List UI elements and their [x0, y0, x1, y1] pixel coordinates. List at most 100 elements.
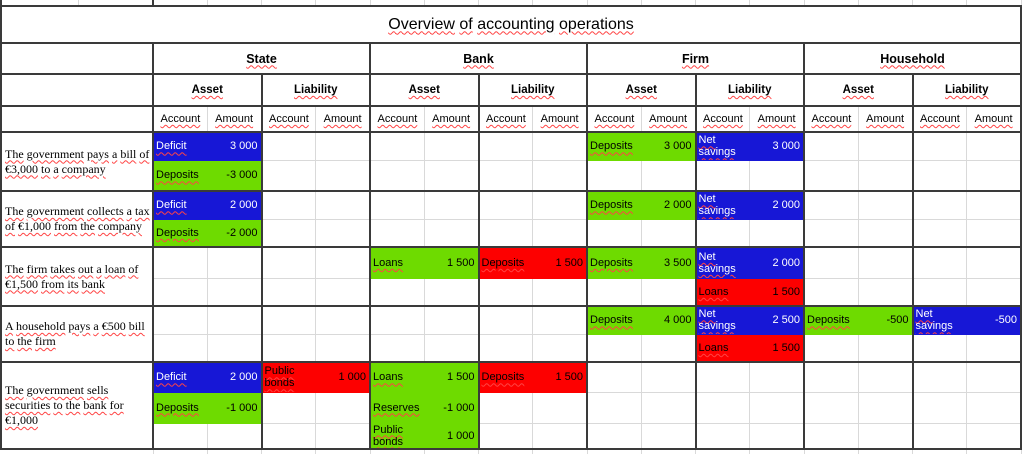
op5-bank-asset-entry: Reserves -1 000 — [369, 392, 479, 424]
op2-state-asset-entry: Deposits -2 000 — [152, 219, 262, 248]
account-label: Net savings — [698, 308, 736, 333]
empty-cell — [368, 191, 425, 220]
empty-cell — [802, 219, 859, 248]
amount-value: -1 000 — [443, 401, 475, 414]
empty-cell — [966, 362, 1023, 393]
empty-cell — [858, 219, 914, 248]
empty-cell — [641, 392, 697, 424]
empty-cell — [802, 278, 859, 307]
empty-cell — [694, 160, 751, 192]
account-label: Deposits — [590, 199, 633, 212]
empty-cell — [532, 132, 588, 161]
empty-cell — [911, 191, 968, 220]
amount-value: 2 000 — [772, 199, 800, 212]
grid-cell — [424, 0, 480, 6]
empty-cell — [368, 219, 425, 248]
amount-header: Amount — [532, 106, 588, 133]
empty-cell — [532, 306, 588, 335]
empty-cell — [966, 132, 1023, 161]
account-label: Deposits — [156, 226, 199, 239]
grid-cell — [478, 448, 534, 454]
empty-cell — [315, 423, 371, 450]
account-label: Loans — [698, 341, 729, 354]
empty-cell — [477, 306, 534, 335]
op4-household-liability-entry: Net savings -500 — [911, 306, 1022, 335]
grid-cell — [749, 0, 805, 6]
empty-cell — [858, 278, 914, 307]
amount-value: 2 000 — [229, 371, 258, 384]
op1-state-asset-entry: Deposits -3 000 — [152, 160, 262, 192]
empty-cell — [911, 247, 968, 279]
empty-cell — [477, 423, 534, 450]
empty-cell — [911, 423, 968, 450]
empty-cell — [858, 191, 914, 220]
liability-header: Liability — [694, 74, 805, 107]
op1-state-asset-entry: Deficit 3 000 — [152, 132, 262, 161]
group-header-state: State — [152, 43, 371, 75]
empty-cell — [260, 132, 317, 161]
amount-header: Amount — [206, 106, 263, 133]
corner-cell — [0, 106, 154, 133]
amount-value: -500 — [886, 314, 909, 327]
op3-firm-liability-entry: Loans 1 500 — [694, 278, 805, 307]
empty-cell — [911, 278, 968, 307]
empty-cell — [966, 191, 1023, 220]
op3-description: The firm takes out a loan of €1,500 from… — [0, 247, 154, 307]
empty-cell — [966, 423, 1023, 450]
grid-cell — [804, 0, 859, 6]
account-label: Deposits — [481, 371, 525, 384]
empty-cell — [911, 160, 968, 192]
amount-value: 3 500 — [663, 256, 692, 269]
empty-cell — [260, 423, 317, 450]
amount-header: Amount — [857, 106, 914, 133]
empty-cell — [315, 247, 371, 279]
empty-cell — [424, 132, 480, 161]
empty-cell — [911, 362, 968, 393]
grid-sliver-bottom — [1, 448, 1022, 454]
amount-value: 2 000 — [229, 199, 258, 212]
empty-cell — [802, 423, 859, 450]
empty-cell — [260, 247, 317, 279]
amount-value: 2 500 — [772, 314, 800, 327]
grid-cell — [207, 448, 263, 454]
op4-firm-asset-entry: Deposits 4 000 — [586, 306, 696, 335]
grid-cell — [641, 448, 697, 454]
amount-header: Amount — [423, 106, 480, 133]
account-label: Deficit — [156, 140, 187, 153]
empty-cell — [477, 219, 534, 248]
empty-cell — [315, 160, 371, 192]
empty-cell — [315, 191, 371, 220]
account-label: Deficit — [156, 199, 187, 212]
empty-cell — [802, 362, 859, 393]
amount-header: Amount — [749, 106, 805, 133]
empty-cell — [477, 132, 534, 161]
empty-cell — [802, 191, 859, 220]
op5-bank-asset-entry: Public bonds 1 000 — [369, 423, 479, 450]
empty-cell — [151, 334, 208, 363]
empty-cell — [641, 362, 697, 393]
amount-header: Amount — [966, 106, 1023, 133]
empty-cell — [694, 423, 751, 450]
account-header: Account — [802, 106, 859, 133]
op4-household-asset-entry: Deposits -500 — [803, 306, 913, 335]
amount-value: 2 000 — [772, 256, 800, 269]
grid-cell — [207, 0, 263, 6]
empty-cell — [532, 219, 588, 248]
amount-value: 1 500 — [772, 285, 800, 298]
empty-cell — [315, 334, 371, 363]
empty-cell — [641, 219, 697, 248]
empty-cell — [260, 334, 317, 363]
grid-cell — [315, 0, 371, 6]
op5-bank-asset-entry: Loans 1 500 — [369, 362, 479, 393]
liability-header: Liability — [260, 74, 371, 107]
empty-cell — [858, 247, 914, 279]
empty-cell — [368, 334, 425, 363]
account-label: Deposits — [590, 140, 633, 153]
asset-header: Asset — [369, 74, 479, 107]
amount-header: Amount — [640, 106, 697, 133]
op1-description: The government pays a bill of €3,000 to … — [0, 132, 154, 192]
account-label: Loans — [373, 371, 403, 384]
account-label: Deposits — [590, 314, 633, 327]
grid-cell — [315, 448, 371, 454]
